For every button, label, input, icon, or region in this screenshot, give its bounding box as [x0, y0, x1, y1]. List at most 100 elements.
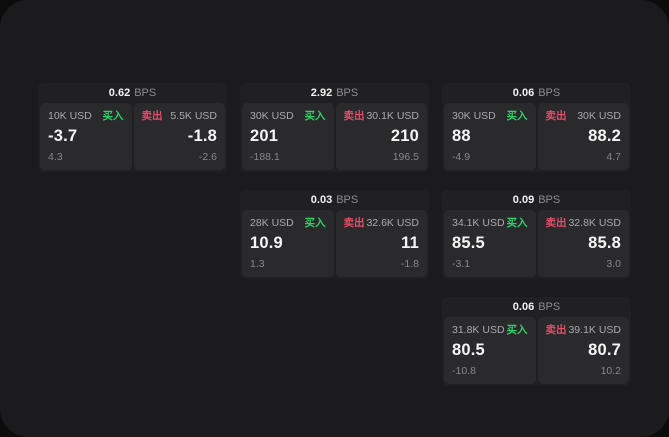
- buy-price: 80.5: [452, 341, 485, 359]
- spread-value: 2.92: [310, 87, 333, 99]
- buy-price: -3.7: [48, 127, 78, 145]
- sell-panel[interactable]: 卖出 5.5K USD -1.8 -2.6: [133, 103, 225, 170]
- quote-card-grid: 0.62 BPS 10K USD 买入 -3.7 4.3 卖出 5.5K USD: [38, 83, 631, 386]
- sell-size: 5.5K USD: [170, 110, 217, 122]
- spread-value: 0.06: [512, 301, 535, 313]
- buy-sub-value: -3.1: [452, 258, 471, 270]
- spread-header: 0.06 BPS: [442, 83, 631, 103]
- quote-card[interactable]: 0.06 BPS 31.8K USD 买入 80.5 -10.8 卖出 39.1…: [442, 297, 631, 386]
- buy-size: 30K USD: [452, 110, 496, 122]
- spread-header: 0.03 BPS: [240, 190, 429, 210]
- buy-price: 85.5: [452, 234, 485, 252]
- spread-header: 0.06 BPS: [442, 297, 631, 317]
- sell-panel[interactable]: 卖出 30.1K USD 210 196.5: [335, 103, 427, 170]
- spread-value: 0.62: [108, 87, 131, 99]
- sell-label: 卖出: [545, 217, 567, 229]
- buy-panel-top: 28K USD 买入: [250, 217, 326, 230]
- spread-unit: BPS: [538, 194, 561, 206]
- quote-card[interactable]: 2.92 BPS 30K USD 买入 201 -188.1 卖出 30.1K …: [240, 83, 429, 172]
- spread-header: 0.09 BPS: [442, 190, 631, 210]
- sell-panel[interactable]: 卖出 32.8K USD 85.8 3.0: [537, 210, 629, 277]
- spread-unit: BPS: [538, 301, 561, 313]
- sell-panel-top: 卖出 5.5K USD: [142, 110, 218, 123]
- spread-unit: BPS: [134, 87, 157, 99]
- buy-label: 买入: [506, 324, 528, 336]
- sell-label: 卖出: [343, 217, 365, 229]
- sell-panel[interactable]: 卖出 32.6K USD 11 -1.8: [335, 210, 427, 277]
- spread-value: 0.06: [512, 87, 535, 99]
- card-body: 30K USD 买入 88 -4.9 卖出 30K USD 88.2 4.7: [442, 103, 631, 172]
- buy-label: 买入: [304, 110, 326, 122]
- buy-size: 10K USD: [48, 110, 92, 122]
- buy-label: 买入: [506, 110, 528, 122]
- sell-sub-value: -1.8: [400, 258, 419, 270]
- buy-price: 10.9: [250, 234, 283, 252]
- card-body: 10K USD 买入 -3.7 4.3 卖出 5.5K USD -1.8 -2.…: [38, 103, 227, 172]
- spread-unit: BPS: [336, 194, 359, 206]
- buy-panel[interactable]: 30K USD 买入 201 -188.1: [242, 103, 334, 170]
- quote-card[interactable]: 0.09 BPS 34.1K USD 买入 85.5 -3.1 卖出 32.8K…: [442, 190, 631, 279]
- sell-size: 32.8K USD: [568, 217, 621, 229]
- quote-card[interactable]: 0.06 BPS 30K USD 买入 88 -4.9 卖出 30K USD: [442, 83, 631, 172]
- buy-size: 30K USD: [250, 110, 294, 122]
- card-body: 30K USD 买入 201 -188.1 卖出 30.1K USD 210 1…: [240, 103, 429, 172]
- sell-label: 卖出: [343, 110, 365, 122]
- buy-sub-value: -10.8: [452, 365, 476, 377]
- sell-panel-top: 卖出 32.8K USD: [546, 217, 622, 230]
- sell-price: -1.8: [187, 127, 217, 145]
- buy-size: 31.8K USD: [452, 324, 505, 336]
- sell-size: 30.1K USD: [366, 110, 419, 122]
- buy-sub-value: 1.3: [250, 258, 265, 270]
- buy-panel[interactable]: 31.8K USD 买入 80.5 -10.8: [444, 317, 536, 384]
- sell-sub-value: 3.0: [606, 258, 621, 270]
- card-body: 28K USD 买入 10.9 1.3 卖出 32.6K USD 11 -1.8: [240, 210, 429, 279]
- sell-panel-top: 卖出 32.6K USD: [344, 217, 420, 230]
- spread-unit: BPS: [538, 87, 561, 99]
- buy-label: 买入: [102, 110, 124, 122]
- quote-card[interactable]: 0.03 BPS 28K USD 买入 10.9 1.3 卖出 32.6K US…: [240, 190, 429, 279]
- quote-card[interactable]: 0.62 BPS 10K USD 买入 -3.7 4.3 卖出 5.5K USD: [38, 83, 227, 172]
- sell-size: 30K USD: [577, 110, 621, 122]
- sell-panel-top: 卖出 30.1K USD: [344, 110, 420, 123]
- sell-label: 卖出: [141, 110, 163, 122]
- card-body: 34.1K USD 买入 85.5 -3.1 卖出 32.8K USD 85.8…: [442, 210, 631, 279]
- sell-size: 32.6K USD: [366, 217, 419, 229]
- spread-value: 0.03: [310, 194, 333, 206]
- sell-price: 88.2: [588, 127, 621, 145]
- sell-panel-top: 卖出 30K USD: [546, 110, 622, 123]
- sell-panel[interactable]: 卖出 39.1K USD 80.7 10.2: [537, 317, 629, 384]
- buy-panel[interactable]: 30K USD 买入 88 -4.9: [444, 103, 536, 170]
- buy-sub-value: -188.1: [250, 151, 280, 163]
- buy-label: 买入: [506, 217, 528, 229]
- buy-panel[interactable]: 28K USD 买入 10.9 1.3: [242, 210, 334, 277]
- spread-value: 0.09: [512, 194, 535, 206]
- buy-label: 买入: [304, 217, 326, 229]
- sell-panel-top: 卖出 39.1K USD: [546, 324, 622, 337]
- sell-label: 卖出: [545, 110, 567, 122]
- buy-panel-top: 34.1K USD 买入: [452, 217, 528, 230]
- sell-price: 80.7: [588, 341, 621, 359]
- buy-panel-top: 30K USD 买入: [452, 110, 528, 123]
- sell-panel[interactable]: 卖出 30K USD 88.2 4.7: [537, 103, 629, 170]
- sell-sub-value: -2.6: [198, 151, 217, 163]
- buy-panel[interactable]: 34.1K USD 买入 85.5 -3.1: [444, 210, 536, 277]
- buy-price: 88: [452, 127, 471, 145]
- spread-header: 2.92 BPS: [240, 83, 429, 103]
- buy-panel-top: 10K USD 买入: [48, 110, 124, 123]
- buy-price: 201: [250, 127, 279, 145]
- sell-label: 卖出: [545, 324, 567, 336]
- buy-panel-top: 30K USD 买入: [250, 110, 326, 123]
- sell-sub-value: 196.5: [392, 151, 419, 163]
- sell-price: 11: [401, 234, 419, 252]
- spread-header: 0.62 BPS: [38, 83, 227, 103]
- sell-price: 210: [390, 127, 419, 145]
- sell-sub-value: 4.7: [606, 151, 621, 163]
- buy-panel-top: 31.8K USD 买入: [452, 324, 528, 337]
- buy-sub-value: -4.9: [452, 151, 471, 163]
- card-body: 31.8K USD 买入 80.5 -10.8 卖出 39.1K USD 80.…: [442, 317, 631, 386]
- buy-sub-value: 4.3: [48, 151, 63, 163]
- buy-size: 28K USD: [250, 217, 294, 229]
- sell-size: 39.1K USD: [568, 324, 621, 336]
- buy-panel[interactable]: 10K USD 买入 -3.7 4.3: [40, 103, 132, 170]
